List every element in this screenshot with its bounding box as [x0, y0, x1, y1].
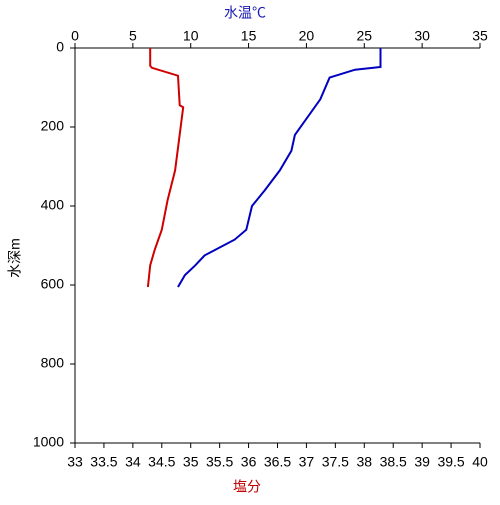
y-tick-label: 600	[41, 276, 65, 292]
x-tick-label: 34.5	[148, 454, 175, 470]
x2-tick-label: 10	[183, 28, 199, 44]
y-tick-label: 200	[41, 118, 65, 134]
x-tick-label: 37	[299, 454, 315, 470]
x-title: 塩分	[233, 479, 261, 495]
x-tick-label: 40	[472, 454, 488, 470]
x-tick-label: 39.5	[437, 454, 464, 470]
x2-tick-label: 0	[71, 28, 79, 44]
x-tick-label: 36.5	[264, 454, 291, 470]
x2-title: 水温℃	[224, 5, 266, 21]
x-tick-label: 38.5	[380, 454, 407, 470]
x-tick-label: 34	[125, 454, 141, 470]
x2-tick-label: 20	[299, 28, 315, 44]
x-tick-label: 33.5	[90, 454, 117, 470]
x-tick-label: 35.5	[206, 454, 233, 470]
y-tick-label: 800	[41, 355, 65, 371]
y-tick-label: 400	[41, 197, 65, 213]
profile-line	[146, 48, 185, 288]
x-tick-label: 33	[67, 454, 83, 470]
y-title: 水深m	[7, 238, 23, 278]
x2-tick-label: 5	[129, 28, 137, 44]
x2-tick-label: 30	[414, 28, 430, 44]
x-tick-label: 37.5	[322, 454, 349, 470]
x2-tick-label: 15	[241, 28, 257, 44]
profile-line	[177, 48, 382, 288]
x2-tick-label: 25	[356, 28, 372, 44]
x-tick-label: 38	[356, 454, 372, 470]
x2-tick-label: 35	[472, 28, 488, 44]
x-tick-label: 36	[241, 454, 257, 470]
x-tick-label: 39	[414, 454, 430, 470]
x-tick-label: 35	[183, 454, 199, 470]
y-tick-label: 0	[56, 39, 64, 55]
y-tick-label: 1000	[33, 434, 64, 450]
